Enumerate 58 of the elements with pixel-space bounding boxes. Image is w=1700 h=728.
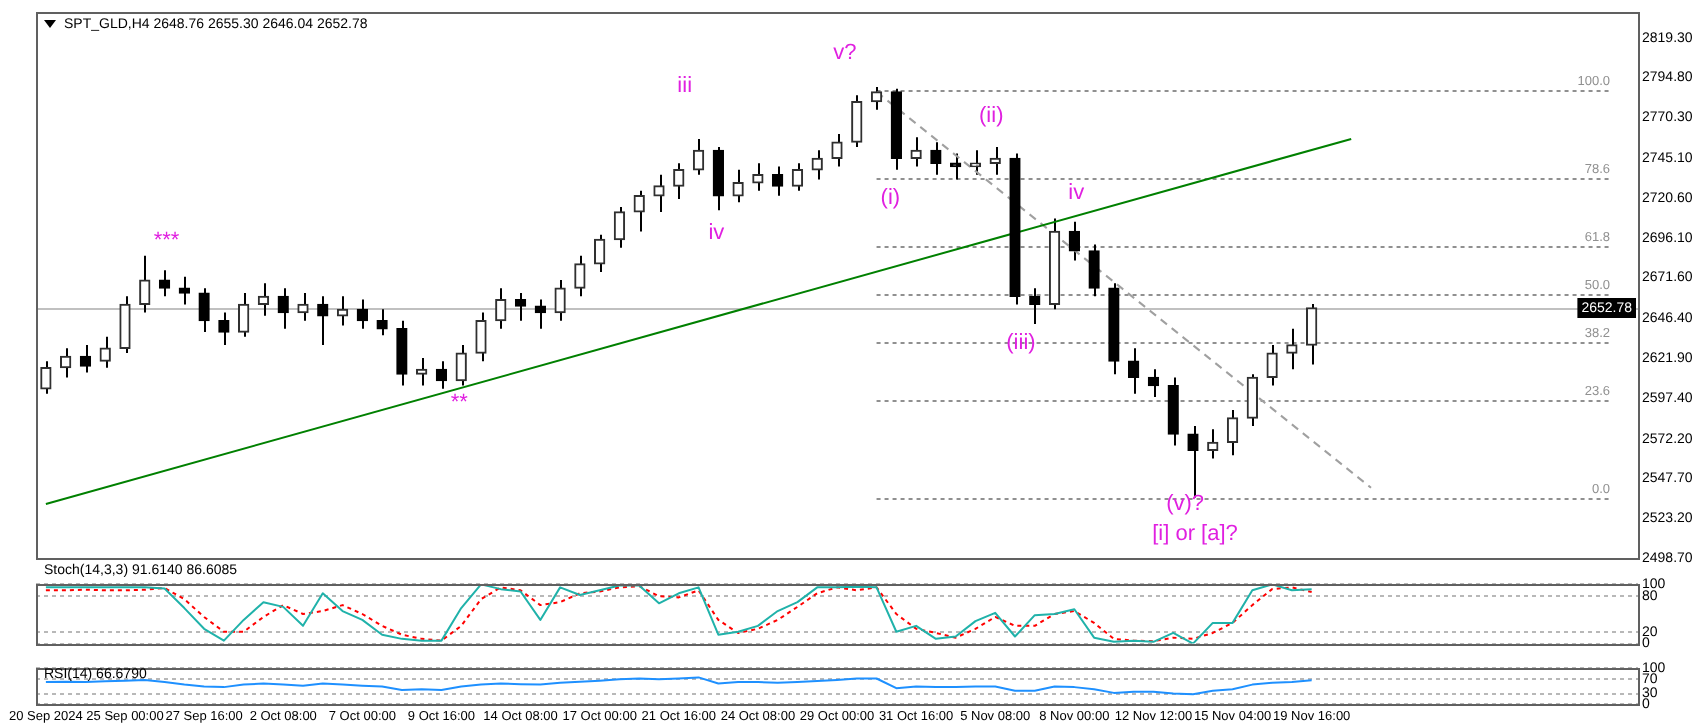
annotation: iii: [677, 74, 693, 99]
candlestick: [613, 206, 626, 249]
candlestick: [772, 165, 784, 197]
annotation: iv: [1068, 180, 1086, 205]
candlestick: [969, 149, 982, 176]
candlestick: [1226, 408, 1239, 457]
candlestick: [455, 343, 467, 387]
candlestick: [910, 136, 922, 168]
candlestick: [534, 298, 546, 330]
candlestick: [1068, 220, 1080, 262]
candlestick: [495, 287, 507, 330]
candlestick: [1246, 373, 1258, 428]
candlestick: [554, 279, 566, 322]
candlestick: [297, 292, 309, 322]
candlestick: [396, 319, 408, 387]
candlestick: [594, 233, 606, 273]
candlestick: [692, 137, 705, 176]
annotation: (i): [880, 185, 901, 210]
candlestick: [574, 254, 586, 298]
candlestick: [514, 292, 527, 322]
annotation: **: [450, 391, 470, 416]
candlestick: [930, 141, 942, 176]
annotation: [i] or [a]?: [1152, 521, 1238, 546]
candlestick: [831, 133, 843, 168]
annotation: (iii): [1006, 331, 1036, 356]
candlestick: [633, 189, 645, 233]
candlestick: [79, 343, 92, 374]
candlestick: [1306, 302, 1318, 366]
annotation: (ii): [979, 104, 1004, 129]
candlestick: [218, 311, 230, 346]
candlestick: [139, 254, 151, 314]
candlestick: [950, 152, 962, 181]
candlestick: [40, 360, 52, 395]
candlestick: [475, 311, 487, 363]
candlestick: [99, 335, 111, 369]
candlestick: [1128, 347, 1140, 395]
candlestick: [119, 295, 131, 355]
candlestick: [791, 162, 804, 192]
candlestick: [673, 162, 685, 200]
candlestick: [653, 173, 665, 213]
candlestick: [198, 287, 210, 334]
candlestick: [277, 287, 289, 330]
candlestick: [732, 168, 744, 204]
annotation: v?: [833, 40, 857, 65]
candlestick: [1286, 327, 1298, 371]
candlestick: [238, 292, 250, 338]
candlestick: [158, 269, 171, 298]
annotation: ***: [153, 228, 181, 253]
annotation: iv: [708, 220, 726, 245]
candlestick: [752, 162, 764, 192]
candlestick: [1167, 376, 1179, 447]
candlestick: [870, 86, 883, 111]
candlestick: [1266, 343, 1278, 387]
annotation: (v)?: [1166, 491, 1205, 516]
candlestick: [712, 146, 724, 212]
candlestick: [376, 308, 388, 337]
candlestick: [1088, 243, 1100, 298]
candlestick: [851, 94, 863, 149]
